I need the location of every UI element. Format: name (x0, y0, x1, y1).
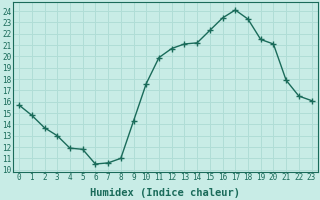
X-axis label: Humidex (Indice chaleur): Humidex (Indice chaleur) (90, 188, 240, 198)
